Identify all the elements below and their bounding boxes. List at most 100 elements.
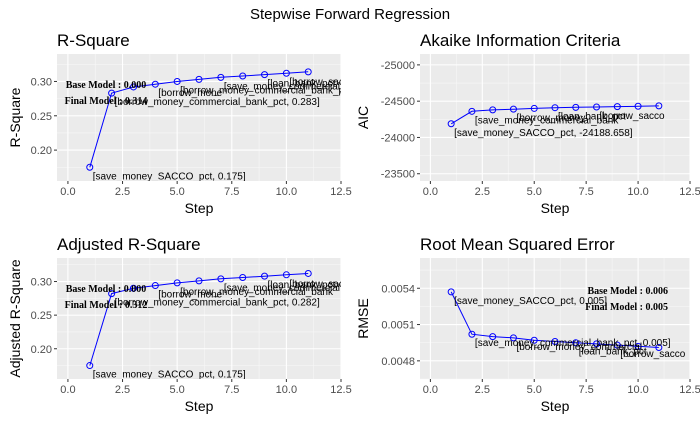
point-label: [borrow_money_commercial_bank_pct, 0.282… xyxy=(115,298,320,309)
data-layer: [save_money_SACCO_pct, 0.005] [save_money… xyxy=(447,286,686,360)
x-tick-label: 5.0 xyxy=(170,384,185,396)
point-label: [save_money_commercial_bank xyxy=(224,81,368,92)
model-label: Final Model : 0.312 xyxy=(65,300,148,311)
y-tick-label: -24000 xyxy=(381,132,415,144)
data-point xyxy=(593,340,601,348)
data-point xyxy=(613,103,621,111)
chart-panel-4: Root Mean Squared Error 0.0 2.5 5.0 7.5 10.0 1… xyxy=(355,235,700,414)
y-tick-label: -23500 xyxy=(381,169,415,181)
model-label: Base Model : 0.000 xyxy=(66,80,147,91)
x-tick-label: 10.0 xyxy=(276,186,297,198)
x-tick-label: 0.0 xyxy=(60,384,75,396)
point-label: [borrow_sacco xyxy=(289,279,354,290)
data-point xyxy=(108,89,116,97)
model-label: Base Model : 0.006 xyxy=(587,286,668,297)
point-label: [borrow_mone xyxy=(158,290,222,301)
series-line xyxy=(450,105,659,125)
chart-panel-1: R-Square 0.0 2.5 5.0 7.5 10.0 12.5 0.20 0.25 0.30… xyxy=(7,31,368,216)
data-point xyxy=(551,337,559,345)
x-axis-title: Step xyxy=(541,398,570,414)
data-point xyxy=(447,288,455,296)
x-tick-label: 12.5 xyxy=(679,384,700,396)
y-axis-title: RMSE xyxy=(355,298,371,338)
y-tick-label: 0.0048 xyxy=(381,356,415,368)
data-point xyxy=(468,107,476,115)
model-label: Base Model : 0.000 xyxy=(66,284,147,295)
data-layer: [save_money_SACCO_pct, -24188.658] [save_… xyxy=(447,102,665,139)
data-point xyxy=(108,290,116,298)
point-label: [borrow_money_commercial_bank xyxy=(180,287,334,298)
y-tick-label: 0.20 xyxy=(31,145,52,157)
plot-background xyxy=(420,54,690,181)
y-tick-label: 0.0054 xyxy=(381,283,415,295)
data-point xyxy=(613,341,621,349)
panel-title: Root Mean Squared Error xyxy=(420,235,615,254)
point-label: [borrow_money_commercial xyxy=(516,342,642,353)
panel-title: Adjusted R-Square xyxy=(57,235,201,254)
data-point xyxy=(304,269,312,277)
data-point xyxy=(86,362,94,370)
data-point xyxy=(509,334,517,342)
data-point xyxy=(530,336,538,344)
data-point xyxy=(173,279,181,287)
data-point xyxy=(655,344,663,352)
data-point xyxy=(572,339,580,347)
data-point xyxy=(304,68,312,76)
y-tick-label: -24500 xyxy=(381,96,415,108)
point-label: [save_money_commercial_bank_pct, 0.005] xyxy=(475,338,671,349)
point-label: [loan_bank_pct xyxy=(558,112,626,123)
x-tick-label: 5.0 xyxy=(527,384,542,396)
point-label: [save_money_commercial xyxy=(224,283,340,294)
data-point xyxy=(468,330,476,338)
x-tick-label: 7.5 xyxy=(224,384,239,396)
x-tick-label: 7.5 xyxy=(579,186,594,198)
panel-title: Akaike Information Criteria xyxy=(420,31,621,50)
model-label: Final Model : 0.005 xyxy=(585,302,668,313)
data-point xyxy=(239,72,247,80)
point-label: [borrow_money_commercial_bank_pct, 0.283… xyxy=(115,97,320,108)
panel-title: R-Square xyxy=(57,31,130,50)
y-axis-title: AIC xyxy=(355,106,371,129)
data-point xyxy=(239,273,247,281)
data-point xyxy=(634,102,642,110)
x-tick-label: 0.0 xyxy=(423,186,438,198)
x-tick-label: 12.5 xyxy=(330,384,351,396)
x-axis-title: Step xyxy=(185,200,214,216)
x-tick-label: 2.5 xyxy=(475,186,490,198)
y-axis-title: Adjusted R-Square xyxy=(7,259,23,378)
plot-background xyxy=(57,258,341,379)
data-point xyxy=(86,163,94,171)
series-line xyxy=(89,71,309,168)
point-label: [borrow_mone xyxy=(158,88,222,99)
y-tick-label: -25000 xyxy=(381,60,415,72)
x-tick-label: 0.0 xyxy=(60,186,75,198)
point-label: [save_money_SACCO_pct, 0.175] xyxy=(93,370,246,381)
data-point xyxy=(129,284,137,292)
point-label: [save_money_SACCO_pct, 0.175] xyxy=(93,171,246,182)
point-label: [save_money_commercial_bank xyxy=(475,115,619,126)
point-label: [borrow_sacco xyxy=(620,349,685,360)
data-point xyxy=(489,333,497,341)
x-tick-label: 12.5 xyxy=(679,186,700,198)
data-point xyxy=(151,282,159,290)
data-layer: [save_money_SACCO_pct, 0.175] [borrow_mon… xyxy=(65,269,354,381)
data-point xyxy=(217,73,225,81)
data-point xyxy=(151,80,159,88)
chart-panel-3: Adjusted R-Square 0.0 2.5 5.0 7.5 10.0 12.5 0.2… xyxy=(7,235,354,414)
x-axis-title: Step xyxy=(185,398,214,414)
data-point xyxy=(282,271,290,279)
x-tick-label: 10.0 xyxy=(276,384,297,396)
x-tick-label: 7.5 xyxy=(579,384,594,396)
data-point xyxy=(261,272,269,280)
y-tick-label: 0.25 xyxy=(31,310,52,322)
data-point xyxy=(634,342,642,350)
data-point xyxy=(195,277,203,285)
point-label: [save_money_SACCO_pct, 0.005] xyxy=(454,296,607,307)
y-axis-title: R-Square xyxy=(7,87,23,147)
x-tick-label: 5.0 xyxy=(527,186,542,198)
x-tick-label: 12.5 xyxy=(330,186,351,198)
x-tick-label: 2.5 xyxy=(475,384,490,396)
point-label: [borrow_sacco xyxy=(600,111,665,122)
x-axis-title: Step xyxy=(541,200,570,216)
